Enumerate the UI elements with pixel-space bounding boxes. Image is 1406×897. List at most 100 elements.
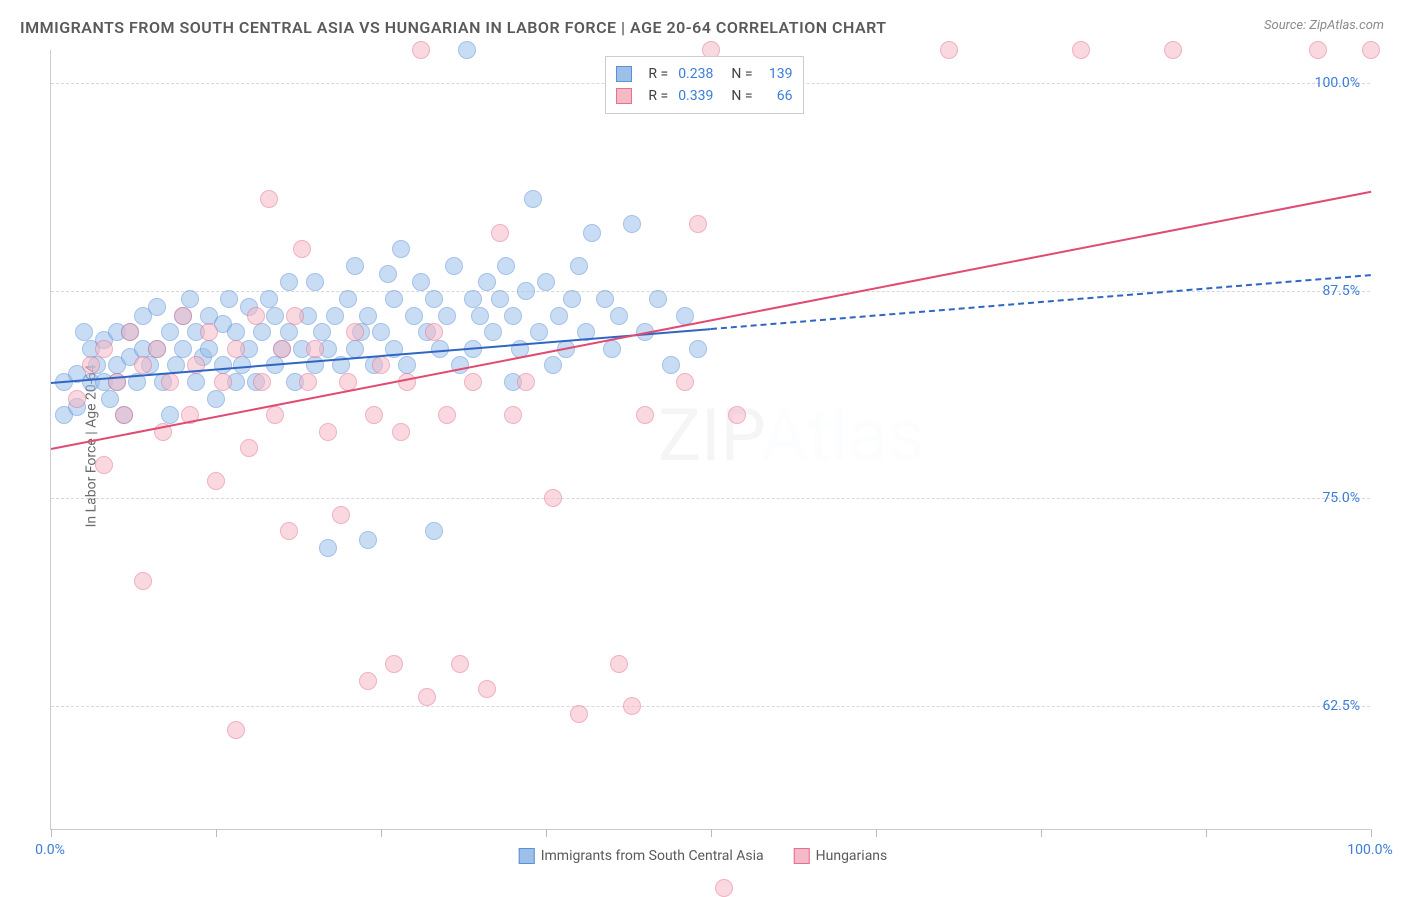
scatter-point: [260, 290, 278, 308]
scatter-point: [610, 307, 628, 325]
x-tick: [1206, 829, 1207, 837]
scatter-point: [306, 273, 324, 291]
legend-swatch: [519, 848, 535, 864]
watermark: ZIPAtlas: [658, 393, 925, 478]
scatter-point: [280, 522, 298, 540]
scatter-point: [603, 340, 621, 358]
stat-n-value: 66: [763, 85, 793, 107]
scatter-point: [174, 340, 192, 358]
x-tick: [216, 829, 217, 837]
scatter-point: [187, 373, 205, 391]
chart-title: IMMIGRANTS FROM SOUTH CENTRAL ASIA VS HU…: [20, 18, 887, 37]
scatter-point: [346, 257, 364, 275]
scatter-point: [464, 373, 482, 391]
watermark-zip: ZIP: [658, 393, 761, 478]
scatter-point: [266, 406, 284, 424]
scatter-point: [346, 323, 364, 341]
scatter-point: [332, 506, 350, 524]
y-tick-label: 87.5%: [1322, 283, 1360, 299]
scatter-point: [148, 340, 166, 358]
x-tick-label: 0.0%: [35, 842, 65, 858]
scatter-point: [319, 423, 337, 441]
scatter-point: [101, 390, 119, 408]
bottom-legend: Immigrants from South Central Asia Hungar…: [519, 848, 888, 864]
source-label: Source: ZipAtlas.com: [1264, 18, 1384, 33]
y-tick-label: 62.5%: [1322, 698, 1360, 714]
scatter-point: [207, 390, 225, 408]
scatter-point: [207, 472, 225, 490]
scatter-point: [530, 323, 548, 341]
stat-n-label: N =: [731, 63, 752, 85]
scatter-point: [214, 356, 232, 374]
x-tick-label: 100.0%: [1347, 842, 1392, 858]
scatter-point: [326, 307, 344, 325]
x-tick: [876, 829, 877, 837]
scatter-point: [458, 41, 476, 59]
scatter-point: [260, 190, 278, 208]
scatter-point: [227, 340, 245, 358]
stat-r-value: 0.238: [678, 63, 713, 85]
gridline: [51, 706, 1370, 707]
scatter-point: [365, 406, 383, 424]
scatter-point: [82, 356, 100, 374]
scatter-point: [1072, 41, 1090, 59]
legend-swatch: [616, 66, 632, 82]
scatter-point: [583, 224, 601, 242]
scatter-point: [563, 290, 581, 308]
scatter-point: [689, 215, 707, 233]
x-tick: [1371, 829, 1372, 837]
scatter-point: [161, 373, 179, 391]
legend-swatch: [616, 88, 632, 104]
scatter-point: [181, 290, 199, 308]
scatter-point: [497, 257, 515, 275]
scatter-point: [464, 290, 482, 308]
scatter-point: [75, 323, 93, 341]
scatter-point: [517, 282, 535, 300]
scatter-point: [1362, 41, 1380, 59]
scatter-point: [313, 323, 331, 341]
scatter-point: [95, 340, 113, 358]
stat-r-label: R =: [648, 63, 668, 85]
x-tick: [546, 829, 547, 837]
scatter-point: [517, 373, 535, 391]
scatter-point: [372, 356, 390, 374]
scatter-point: [220, 290, 238, 308]
scatter-point: [379, 265, 397, 283]
scatter-point: [392, 240, 410, 258]
scatter-point: [504, 406, 522, 424]
scatter-point: [649, 290, 667, 308]
scatter-point: [398, 373, 416, 391]
scatter-point: [544, 489, 562, 507]
scatter-point: [425, 290, 443, 308]
scatter-point: [253, 323, 271, 341]
legend-item: Immigrants from South Central Asia: [519, 848, 764, 864]
scatter-point: [359, 531, 377, 549]
x-tick: [1041, 829, 1042, 837]
watermark-atlas: Atlas: [761, 393, 925, 478]
scatter-point: [524, 190, 542, 208]
scatter-point: [491, 290, 509, 308]
scatter-point: [478, 273, 496, 291]
scatter-point: [306, 340, 324, 358]
scatter-point: [445, 257, 463, 275]
stats-row: R =0.339N =66: [616, 85, 792, 107]
scatter-point: [174, 307, 192, 325]
scatter-point: [148, 298, 166, 316]
x-tick: [51, 829, 52, 837]
scatter-point: [438, 406, 456, 424]
stats-row: R =0.238N =139: [616, 63, 792, 85]
x-tick: [381, 829, 382, 837]
scatter-point: [570, 257, 588, 275]
scatter-point: [715, 879, 733, 897]
scatter-point: [359, 672, 377, 690]
scatter-point: [596, 290, 614, 308]
legend-item: Hungarians: [794, 848, 888, 864]
scatter-point: [227, 721, 245, 739]
scatter-point: [346, 340, 364, 358]
y-tick-label: 100.0%: [1315, 75, 1360, 91]
scatter-point: [940, 41, 958, 59]
scatter-point: [491, 224, 509, 242]
scatter-point: [425, 323, 443, 341]
scatter-point: [299, 373, 317, 391]
scatter-point: [636, 406, 654, 424]
